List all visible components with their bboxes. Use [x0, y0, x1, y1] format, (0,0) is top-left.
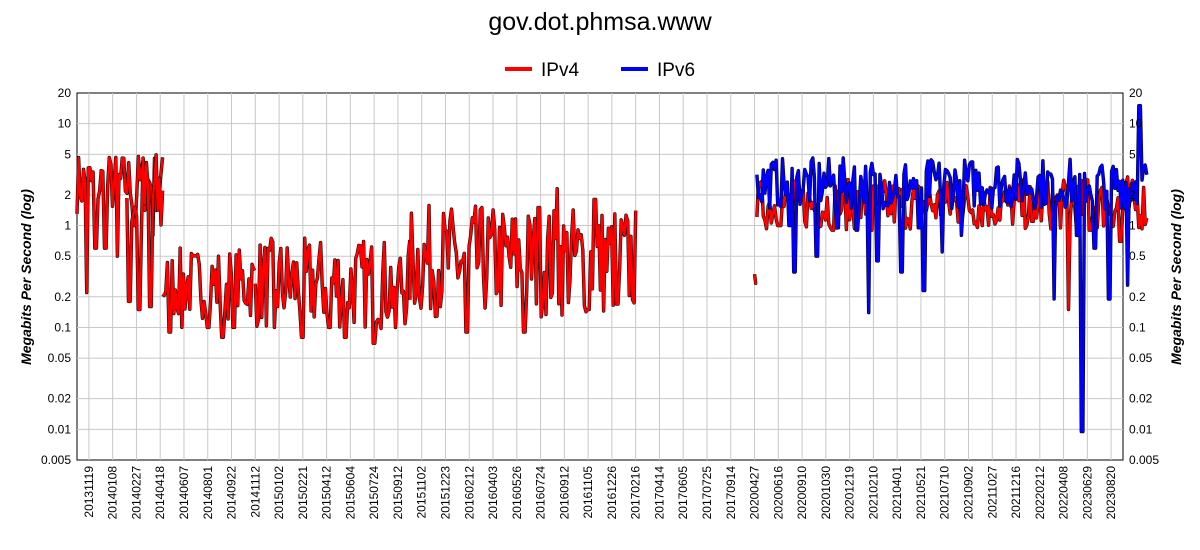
y-tick-label-right: 0.2 — [1129, 290, 1146, 304]
x-tick-label: 20140418 — [153, 466, 167, 520]
x-tick-label: 20150604 — [343, 466, 357, 520]
legend-label-ipv6: IPv6 — [657, 60, 695, 81]
x-tick-label: 20131119 — [82, 466, 96, 518]
x-tick-label: 20140922 — [225, 466, 239, 520]
x-tick-label: 20211216 — [1009, 466, 1023, 519]
x-tick-label: 20160724 — [534, 466, 548, 520]
y-tick-label-right: 0.005 — [1129, 453, 1159, 467]
x-tick-label: 20200616 — [771, 466, 785, 520]
y-tick-label-left: 0.2 — [54, 290, 71, 304]
y-axis-left: 20 10 5 2 1 0.5 0.2 0.1 0.05 0.02 0.01 0.005 — [41, 86, 71, 467]
y-tick-label-left: 0.02 — [48, 392, 72, 406]
x-tick-label: 20161105 — [581, 466, 595, 519]
x-tick-label: 20200427 — [748, 466, 762, 520]
y-tick-label-left: 0.05 — [48, 351, 72, 365]
y-axis-label-right: Megabits Per Second (log) — [1168, 189, 1184, 365]
y-tick-label-left: 10 — [58, 117, 72, 131]
y-tick-label-left: 5 — [64, 147, 71, 161]
x-tick-label: 20210710 — [938, 466, 952, 520]
y-tick-label-left: 2 — [64, 188, 71, 202]
x-tick-label: 20140801 — [201, 466, 215, 520]
x-tick-label: 20170914 — [724, 466, 738, 520]
series-line-ipv4-2 — [161, 246, 256, 339]
y-tick-label-right: 0.5 — [1129, 249, 1146, 263]
x-tick-label: 20230820 — [1104, 466, 1118, 520]
y-tick-label-right: 0.01 — [1129, 422, 1153, 436]
y-tick-label-right: 5 — [1129, 147, 1136, 161]
series-layer — [75, 104, 1149, 434]
x-tick-label: 20201219 — [843, 466, 857, 520]
y-tick-label-right: 10 — [1129, 117, 1143, 131]
y-tick-label-left: 0.01 — [48, 422, 72, 436]
y-tick-label-right: 0.1 — [1129, 320, 1146, 334]
x-tick-label: 20170725 — [700, 466, 714, 520]
series-line-ipv6-0 — [755, 104, 1148, 433]
x-tick-label: 20160212 — [462, 466, 476, 520]
x-tick-label: 20210521 — [914, 466, 928, 520]
x-tick-label: 20170216 — [629, 466, 643, 520]
x-tick-label: 20160403 — [486, 466, 500, 520]
x-tick-label: 20150412 — [320, 466, 334, 520]
y-tick-label-left: 0.1 — [54, 320, 71, 334]
series-ipv6 — [755, 104, 1149, 434]
x-tick-label: 20160526 — [510, 466, 524, 520]
series-line-ipv4-4 — [408, 187, 637, 334]
x-tick-label: 20150102 — [272, 466, 286, 520]
x-tick-label: 20200910 — [795, 466, 809, 520]
series-line-ipv4-1 — [125, 153, 164, 311]
x-tick-label: 20140227 — [129, 466, 143, 520]
chart-title: gov.dot.phmsa.www — [488, 8, 712, 36]
x-tick-label: 20140607 — [177, 466, 191, 520]
legend-label-ipv4: IPv4 — [541, 60, 579, 81]
x-tick-label: 20170605 — [676, 466, 690, 520]
x-tick-label: 20150912 — [391, 466, 405, 520]
x-tick-label: 20210210 — [866, 466, 880, 520]
x-tick-label: 20210401 — [890, 466, 904, 520]
y-tick-label-right: 20 — [1129, 86, 1143, 100]
y-tick-label-left: 1 — [64, 219, 71, 233]
x-tick-label: 20220408 — [1057, 466, 1071, 520]
x-axis: 20131119 20140108 20140227 20140418 20140607… — [82, 466, 1118, 520]
series-line-ipv4-5 — [753, 274, 758, 285]
x-tick-label: 20201030 — [819, 466, 833, 520]
x-tick-label: 20230629 — [1080, 466, 1094, 520]
y-tick-label-right: 2 — [1129, 188, 1136, 202]
legend: IPv4 IPv6 — [505, 60, 695, 81]
y-tick-label-left: 20 — [58, 86, 72, 100]
y-tick-label-left: 0.005 — [41, 453, 71, 467]
x-tick-label: 20211027 — [985, 466, 999, 519]
x-tick-label: 20150724 — [367, 466, 381, 520]
x-tick-label: 20140108 — [106, 466, 120, 520]
y-tick-label-right: 1 — [1129, 219, 1136, 233]
x-tick-label: 20220212 — [1033, 466, 1047, 520]
x-tick-label: 20210902 — [961, 466, 975, 520]
y-tick-label-right: 0.02 — [1129, 392, 1153, 406]
x-tick-label: 20161226 — [605, 466, 619, 520]
x-tick-label: 20150221 — [296, 466, 310, 520]
series-line-ipv4-3 — [254, 237, 411, 345]
y-axis-right: 20 10 5 2 1 0.5 0.2 0.1 0.05 0.02 0.01 0.005 — [1129, 86, 1159, 467]
y-tick-label-right: 0.05 — [1129, 351, 1153, 365]
x-tick-label: 20151223 — [438, 466, 452, 520]
y-tick-label-left: 0.5 — [54, 249, 71, 263]
x-tick-label: 20151102 — [415, 466, 429, 519]
y-axis-label-left: Megabits Per Second (log) — [18, 189, 34, 365]
x-tick-label: 20170414 — [652, 466, 666, 520]
x-tick-label: 20160912 — [557, 466, 571, 520]
x-tick-label: 20141112 — [248, 466, 262, 518]
